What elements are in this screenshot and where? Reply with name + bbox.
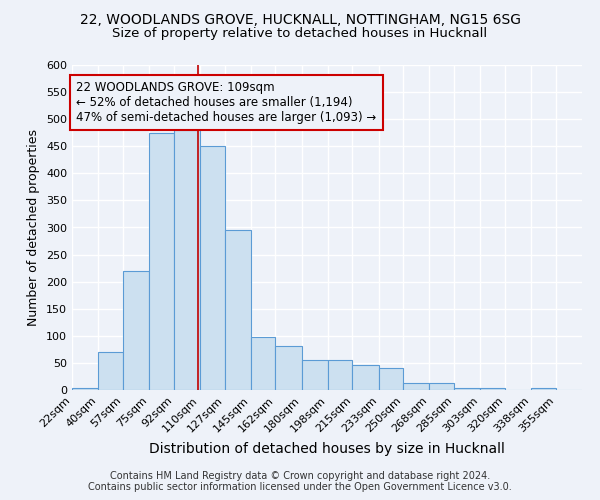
Bar — [98, 352, 123, 390]
Bar — [480, 388, 505, 390]
Text: 22 WOODLANDS GROVE: 109sqm
← 52% of detached houses are smaller (1,194)
47% of s: 22 WOODLANDS GROVE: 109sqm ← 52% of deta… — [76, 81, 377, 124]
Bar — [430, 383, 454, 390]
X-axis label: Distribution of detached houses by size in Hucknall: Distribution of detached houses by size … — [149, 442, 505, 456]
Bar — [224, 230, 251, 390]
Text: 22, WOODLANDS GROVE, HUCKNALL, NOTTINGHAM, NG15 6SG: 22, WOODLANDS GROVE, HUCKNALL, NOTTINGHA… — [79, 12, 521, 26]
Bar — [72, 388, 98, 390]
Bar — [174, 130, 200, 390]
Bar — [454, 388, 480, 390]
Bar — [403, 383, 430, 390]
Y-axis label: Number of detached properties: Number of detached properties — [28, 129, 40, 326]
Bar — [200, 146, 224, 390]
Bar — [352, 364, 379, 390]
Bar — [531, 388, 556, 390]
Bar — [275, 346, 302, 390]
Bar — [328, 360, 352, 390]
Bar — [379, 368, 403, 390]
Bar — [149, 132, 174, 390]
Bar — [302, 360, 328, 390]
Bar — [251, 338, 275, 390]
Bar — [123, 271, 149, 390]
Text: Contains HM Land Registry data © Crown copyright and database right 2024.
Contai: Contains HM Land Registry data © Crown c… — [88, 471, 512, 492]
Text: Size of property relative to detached houses in Hucknall: Size of property relative to detached ho… — [112, 28, 488, 40]
